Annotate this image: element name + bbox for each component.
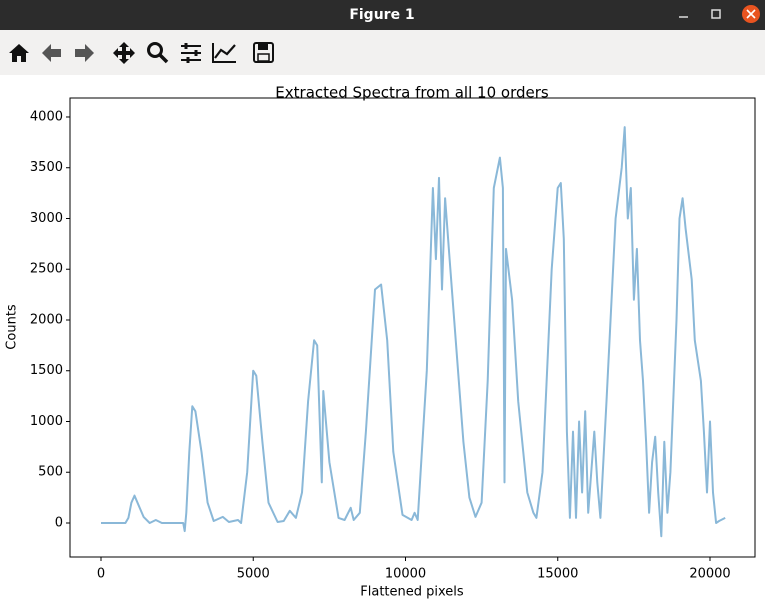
y-tick-label: 4000 [30,109,63,124]
edit-axes-button[interactable] [212,43,236,63]
zoom-button[interactable] [147,42,163,58]
y-tick-label: 2000 [30,312,63,327]
y-tick-label: 2500 [30,262,63,277]
y-axis-label: Counts [5,304,20,350]
x-tick-label: 10000 [385,567,426,582]
y-tick-label: 1000 [30,414,63,429]
forward-button[interactable] [75,44,94,62]
y-tick-label: 3000 [30,211,63,226]
save-icon-part [258,44,268,50]
zoom-handle [158,53,169,64]
spectrum-line [101,126,726,538]
back-button[interactable] [42,44,61,62]
x-tick-label: 20000 [689,567,730,582]
save-icon-part [257,53,270,62]
y-tick-label: 0 [55,515,63,530]
y-tick-label: 1500 [30,363,63,378]
y-tick-label: 3500 [30,160,63,175]
x-tick-label: 5000 [237,567,270,582]
subplots-sliders [184,43,198,63]
axes-frame [69,97,756,558]
x-tick-label: 15000 [537,567,578,582]
window-title: Figure 1 [349,7,414,23]
pan-button[interactable] [113,42,135,64]
x-tick-label: 0 [97,567,105,582]
close-icon [746,9,756,19]
maximize-button[interactable] [711,9,721,19]
plot: Extracted Spectra from all 10 orders Fla… [5,84,756,600]
home-button[interactable] [9,44,29,62]
x-axis-label: Flattened pixels [360,585,464,600]
subplots-button[interactable] [181,45,201,61]
y-tick-label: 500 [38,465,63,480]
save-button[interactable] [253,42,274,63]
chart-title: Extracted Spectra from all 10 orders [275,84,549,102]
title-bar [0,0,765,30]
edit-axes-line [214,44,236,59]
